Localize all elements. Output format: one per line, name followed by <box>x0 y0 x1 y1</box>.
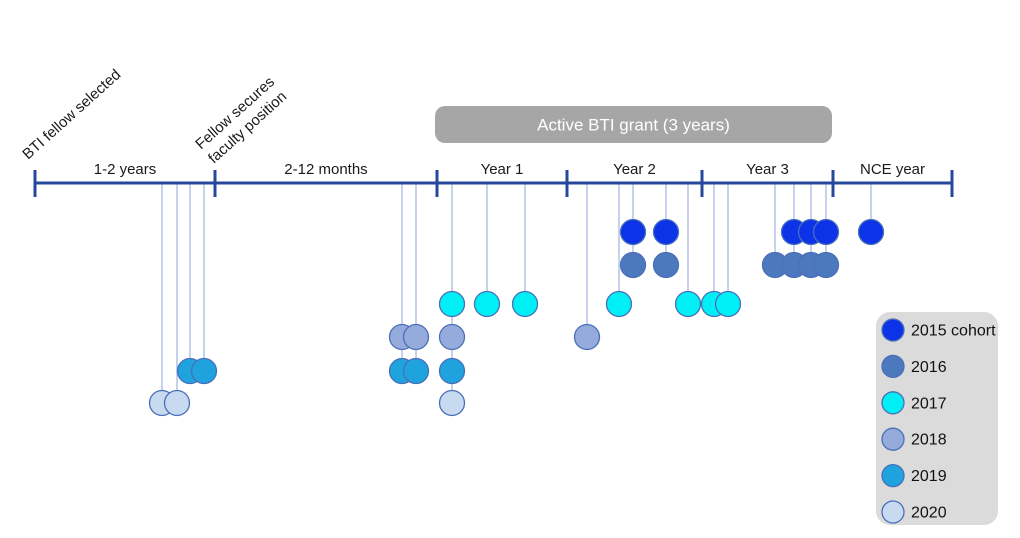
cohort-marker-2016 <box>812 251 840 279</box>
cohort-marker-2015 <box>812 218 840 246</box>
cohort-marker-2019 <box>402 357 430 385</box>
cohort-marker-2018 <box>402 323 430 351</box>
legend-label-2015: 2015 cohort <box>911 323 996 340</box>
cohort-marker-2017 <box>473 290 501 318</box>
legend-panel <box>876 312 998 525</box>
legend-swatch-2018 <box>881 427 905 451</box>
legend-label-2017: 2017 <box>911 395 947 412</box>
milestone-label-line: BTI fellow selected <box>19 66 124 163</box>
active-grant-banner-label: Active BTI grant (3 years) <box>537 116 730 135</box>
legend-swatch-2016 <box>881 354 905 379</box>
cohort-marker-2019 <box>190 357 218 385</box>
active-grant-banner <box>435 106 832 143</box>
stage-label-2-12-months: 2-12 months <box>284 161 367 178</box>
legend-swatch-2019 <box>881 463 905 488</box>
stage-label-year-2: Year 2 <box>613 161 656 178</box>
cohort-marker-2017 <box>714 290 742 318</box>
legend-swatch-2015 <box>881 318 905 342</box>
cohort-marker-2015 <box>652 218 680 246</box>
cohort-marker-2018 <box>438 323 466 351</box>
cohort-marker-2019 <box>438 357 466 385</box>
stage-label-year-1: Year 1 <box>481 161 524 178</box>
cohort-marker-2015 <box>857 218 885 246</box>
cohort-marker-2015 <box>619 218 647 246</box>
stage-label-nce-year: NCE year <box>860 161 925 178</box>
cohort-marker-2020 <box>163 389 191 417</box>
cohort-marker-2016 <box>619 251 647 279</box>
cohort-marker-2020 <box>438 389 466 417</box>
cohort-marker-2018 <box>573 323 601 351</box>
cohort-marker-2017 <box>511 290 539 318</box>
legend-swatch-2017 <box>881 391 905 415</box>
legend-label-2020: 2020 <box>911 505 947 522</box>
legend-label-2019: 2019 <box>911 468 947 485</box>
legend-swatch-2020 <box>881 500 905 524</box>
legend-label-2016: 2016 <box>911 359 947 376</box>
legend-label-2018: 2018 <box>911 432 947 449</box>
cohort-marker-2016 <box>652 251 680 279</box>
cohort-marker-2017 <box>605 290 633 318</box>
cohort-marker-2017 <box>438 290 466 318</box>
stage-label-1-2-years: 1-2 years <box>94 161 157 178</box>
stage-label-year-3: Year 3 <box>746 161 789 178</box>
cohort-marker-2017 <box>674 290 702 318</box>
